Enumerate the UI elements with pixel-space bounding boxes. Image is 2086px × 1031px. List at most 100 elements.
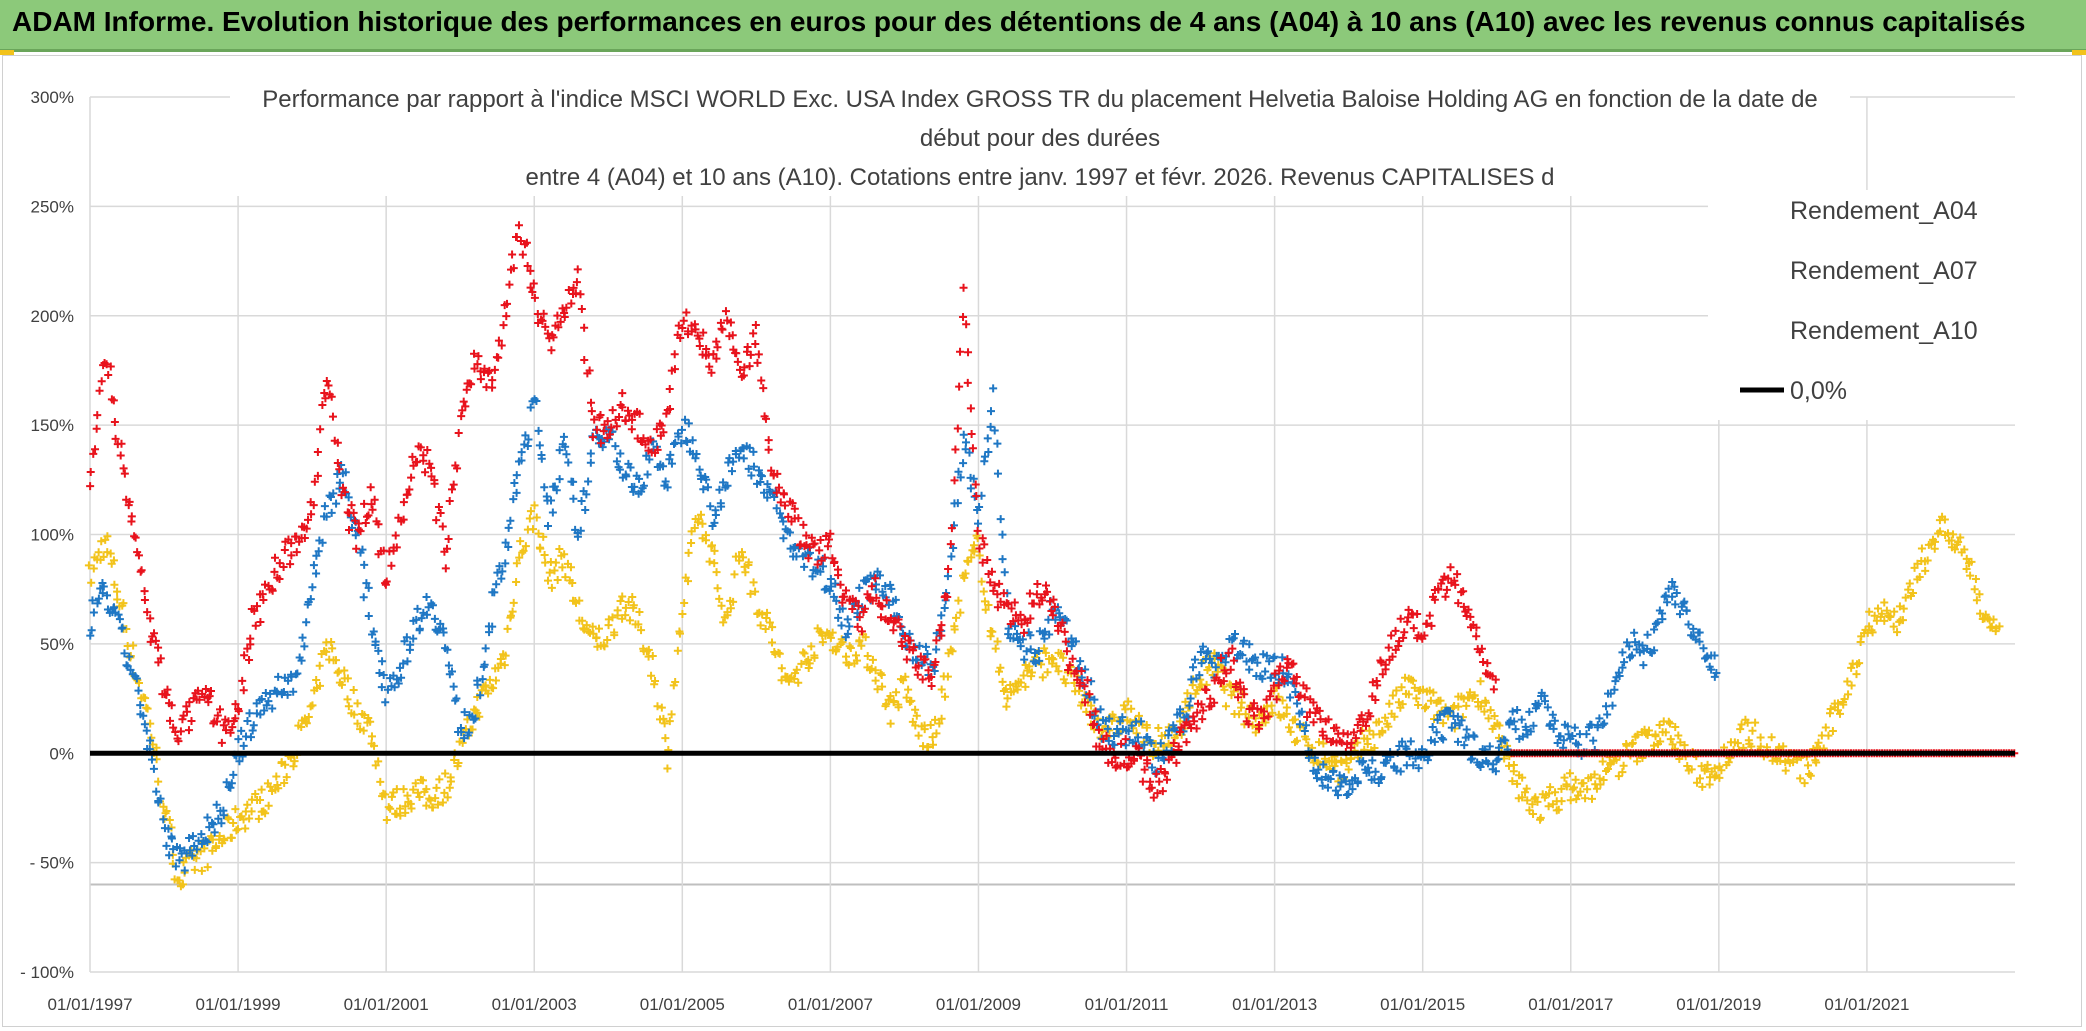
data-point-rendement_a07 xyxy=(504,523,513,532)
data-point-rendement_a04 xyxy=(1633,730,1642,739)
data-point-rendement_a04 xyxy=(768,638,777,647)
data-point-rendement_a10 xyxy=(1007,604,1016,613)
data-point-rendement_a07 xyxy=(390,683,399,692)
data-point-rendement_a04 xyxy=(986,632,995,641)
data-point-rendement_a04 xyxy=(508,607,517,616)
data-point-rendement_a07 xyxy=(749,462,758,471)
data-point-rendement_a10 xyxy=(572,278,581,287)
data-point-rendement_a10 xyxy=(909,643,918,652)
data-point-rendement_a04 xyxy=(924,743,933,752)
data-point-rendement_a10 xyxy=(799,520,808,529)
data-point-rendement_a04 xyxy=(1949,530,1958,539)
data-point-rendement_a07 xyxy=(403,657,412,666)
data-point-rendement_a04 xyxy=(304,712,313,721)
data-point-rendement_a07 xyxy=(1639,661,1648,670)
data-point-rendement_a04 xyxy=(103,532,112,541)
data-point-rendement_a07 xyxy=(415,624,424,633)
data-point-rendement_a04 xyxy=(1705,780,1714,789)
data-point-rendement_a04 xyxy=(651,677,660,686)
data-point-rendement_a07 xyxy=(1067,642,1076,651)
data-point-rendement_a07 xyxy=(1664,584,1673,593)
data-point-rendement_a07 xyxy=(249,721,258,730)
data-point-rendement_a07 xyxy=(639,481,648,490)
data-point-rendement_a04 xyxy=(129,641,138,650)
data-point-rendement_a04 xyxy=(964,557,973,566)
data-point-rendement_a10 xyxy=(226,728,235,737)
data-point-rendement_a04 xyxy=(846,643,855,652)
data-point-rendement_a07 xyxy=(351,531,360,540)
data-point-rendement_a07 xyxy=(134,686,143,695)
data-point-rendement_a07 xyxy=(378,657,387,666)
data-point-rendement_a10 xyxy=(167,701,176,710)
data-point-rendement_a10 xyxy=(1259,714,1268,723)
data-point-rendement_a04 xyxy=(1936,527,1945,536)
data-point-rendement_a07 xyxy=(94,594,103,603)
data-point-rendement_a10 xyxy=(621,416,630,425)
data-point-rendement_a04 xyxy=(1748,726,1757,735)
data-point-rendement_a10 xyxy=(628,415,637,424)
data-point-rendement_a04 xyxy=(1870,611,1879,620)
data-point-rendement_a10 xyxy=(474,352,483,361)
data-point-rendement_a07 xyxy=(937,611,946,620)
data-point-rendement_a07 xyxy=(268,704,277,713)
data-point-rendement_a10 xyxy=(1190,717,1199,726)
data-point-rendement_a10 xyxy=(553,311,562,320)
data-point-rendement_a10 xyxy=(1222,669,1231,678)
data-point-rendement_a04 xyxy=(901,672,910,681)
data-point-rendement_a07 xyxy=(1593,723,1602,732)
data-point-rendement_a10 xyxy=(313,447,322,456)
data-point-rendement_a04 xyxy=(289,762,298,771)
data-point-rendement_a10 xyxy=(538,316,547,325)
data-point-rendement_a04 xyxy=(519,546,528,555)
data-point-rendement_a10 xyxy=(528,287,537,296)
data-point-rendement_a04 xyxy=(162,807,171,816)
data-point-rendement_a04 xyxy=(1319,739,1328,748)
data-point-rendement_a07 xyxy=(210,828,219,837)
data-point-rendement_a04 xyxy=(256,795,265,804)
data-point-rendement_a07 xyxy=(1190,655,1199,664)
data-point-rendement_a04 xyxy=(628,593,637,602)
data-point-rendement_a07 xyxy=(586,449,595,458)
data-point-rendement_a07 xyxy=(569,477,578,486)
data-point-rendement_a04 xyxy=(266,782,275,791)
data-point-rendement_a04 xyxy=(1781,766,1790,775)
data-point-rendement_a04 xyxy=(1855,659,1864,668)
data-point-rendement_a07 xyxy=(576,526,585,535)
data-point-rendement_a04 xyxy=(1872,616,1881,625)
data-point-rendement_a10 xyxy=(1060,627,1069,636)
data-point-rendement_a07 xyxy=(478,675,487,684)
data-point-rendement_a07 xyxy=(175,844,184,853)
data-point-rendement_a10 xyxy=(695,342,704,351)
data-point-rendement_a10 xyxy=(125,497,134,506)
data-point-rendement_a04 xyxy=(1967,557,1976,566)
data-point-rendement_a04 xyxy=(932,729,941,738)
data-point-rendement_a07 xyxy=(1620,658,1629,667)
y-tick-label: 0% xyxy=(49,744,74,763)
data-point-rendement_a04 xyxy=(1337,758,1346,767)
data-point-rendement_a04 xyxy=(113,595,122,604)
data-point-rendement_a10 xyxy=(461,402,470,411)
y-axis-ticks: 300%250%200%150%100%50%0%- 50%- 100% xyxy=(20,88,74,982)
data-point-rendement_a07 xyxy=(1653,618,1662,627)
data-point-rendement_a04 xyxy=(290,757,299,766)
data-point-rendement_a04 xyxy=(1571,775,1580,784)
data-point-rendement_a04 xyxy=(1581,794,1590,803)
data-point-rendement_a10 xyxy=(1434,584,1443,593)
data-point-rendement_a04 xyxy=(794,678,803,687)
data-point-rendement_a07 xyxy=(1184,713,1193,722)
data-point-rendement_a07 xyxy=(1494,755,1503,764)
data-point-rendement_a04 xyxy=(1739,743,1748,752)
data-point-rendement_a07 xyxy=(683,437,692,446)
data-point-rendement_a07 xyxy=(1312,774,1321,783)
data-point-rendement_a04 xyxy=(713,584,722,593)
data-point-rendement_a04 xyxy=(374,757,383,766)
data-point-rendement_a10 xyxy=(1152,769,1161,778)
data-point-rendement_a07 xyxy=(1595,714,1604,723)
data-point-rendement_a07 xyxy=(1353,777,1362,786)
data-point-rendement_a10 xyxy=(971,480,980,489)
data-point-rendement_a04 xyxy=(274,784,283,793)
data-point-rendement_a07 xyxy=(159,815,168,824)
data-point-rendement_a04 xyxy=(1221,702,1230,711)
data-point-rendement_a04 xyxy=(926,721,935,730)
data-point-rendement_a04 xyxy=(370,741,379,750)
